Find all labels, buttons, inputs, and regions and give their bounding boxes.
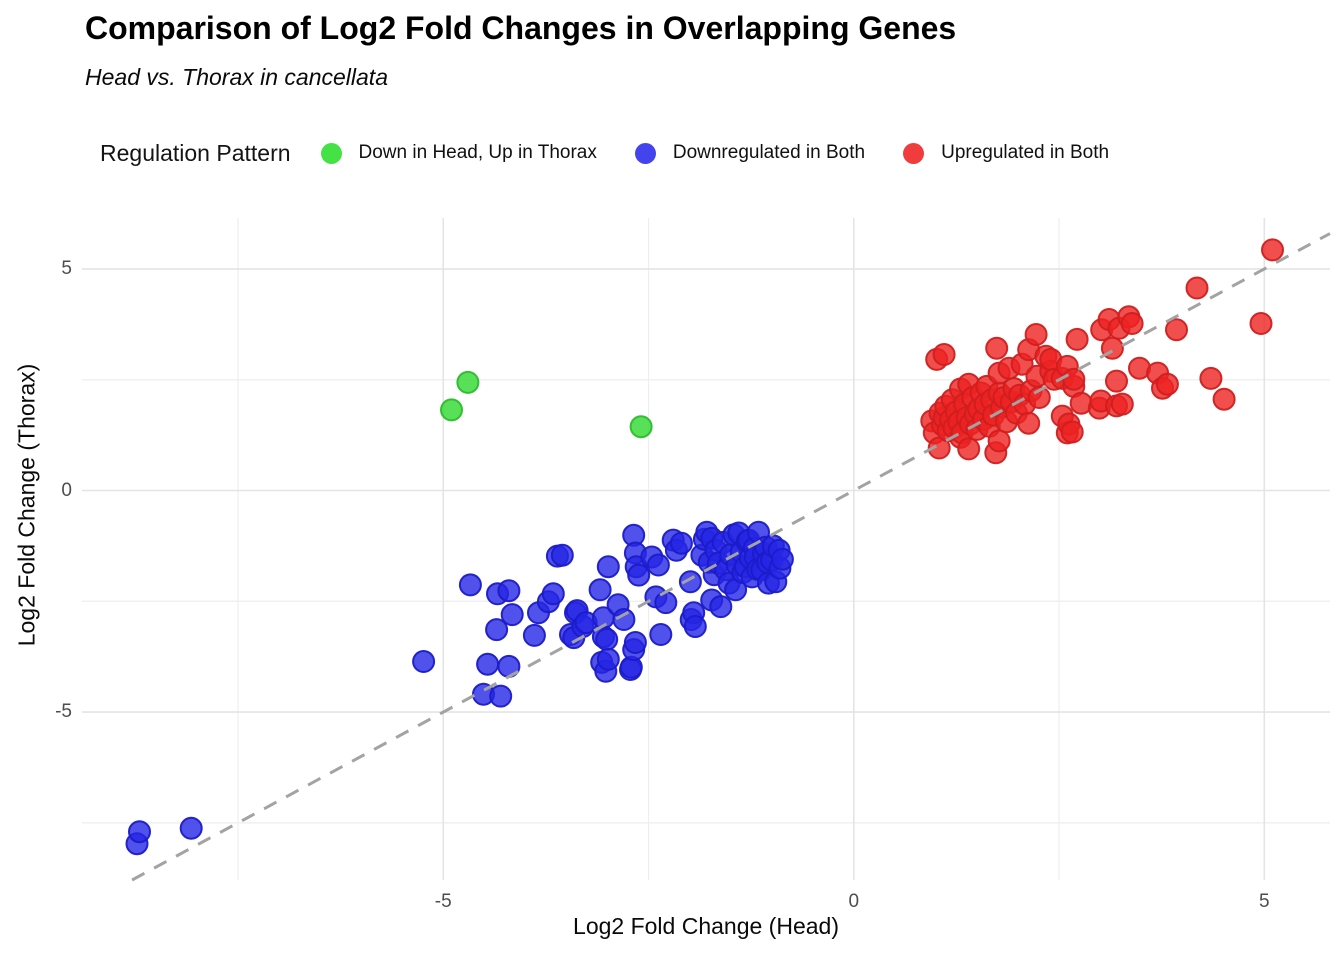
- legend-item-label: Down in Head, Up in Thorax: [358, 142, 597, 163]
- scatter-point-down-in-both: [709, 595, 733, 619]
- scatter-point-down-in-both: [770, 547, 794, 571]
- scatter-point-down-in-both: [522, 623, 546, 647]
- legend: Regulation Pattern Down in Head, Up in T…: [100, 134, 1147, 172]
- legend-color-dot-icon: [634, 142, 656, 164]
- scatter-point-up-in-both: [1199, 366, 1223, 390]
- y-axis-title: Log2 Fold Change (Thorax): [13, 363, 40, 647]
- scatter-point-down-in-both: [550, 543, 574, 567]
- scatter-point-down-in-both: [596, 555, 620, 579]
- x-tick-label: 5: [1259, 891, 1270, 912]
- scatter-point-up-in-both: [932, 343, 956, 366]
- legend-item-label: Downregulated in Both: [672, 142, 866, 163]
- legend-item: Downregulated in Both: [634, 142, 866, 164]
- scatter-point-up-in-both: [1062, 367, 1086, 391]
- x-axis-title: Log2 Fold Change (Head): [573, 913, 839, 939]
- scatter-point-up-in-both: [1060, 420, 1084, 444]
- scatter-point-down-in-both: [541, 582, 565, 606]
- y-tick-label: 5: [61, 257, 72, 279]
- scatter-point-down-in-both: [588, 578, 612, 602]
- scatter-point-down-in-both: [485, 618, 509, 642]
- scatter-point-up-in-both: [957, 437, 981, 461]
- scatter-point-up-in-both: [987, 429, 1011, 453]
- scatter-point-up-in-both: [1105, 369, 1128, 393]
- chart-title: Comparison of Log2 Fold Changes in Overl…: [85, 10, 957, 46]
- scatter-point-up-in-both: [1185, 276, 1209, 300]
- legend-color-dot-icon: [320, 142, 342, 164]
- scatter-point-up-in-both: [1024, 323, 1048, 346]
- scatter-point-down-in-both: [649, 623, 673, 646]
- identity-line: [131, 232, 1331, 882]
- scatter-point-up-in-both: [1212, 387, 1236, 411]
- scatter-point-down-in-both: [497, 579, 521, 603]
- scatter-point-up-in-both: [1261, 238, 1284, 262]
- scatter-point-down-in-both: [654, 591, 678, 615]
- scatter-point-down-in-both: [627, 563, 651, 587]
- y-tick-label: -5: [55, 701, 72, 723]
- scatter-point-down-in-both: [669, 531, 693, 555]
- scatter-point-down-in-both: [412, 650, 436, 673]
- scatter-point-down-head-up-thorax: [629, 415, 653, 439]
- scatter-point-down-in-both: [683, 615, 707, 638]
- scatter-point-up-in-both: [1065, 327, 1089, 351]
- x-tick-label: 0: [848, 891, 860, 912]
- scatter-point-down-in-both: [623, 631, 647, 654]
- y-tick-label: 0: [61, 479, 72, 501]
- scatter-point-down-in-both: [612, 608, 636, 631]
- legend-color-dot-icon: [903, 142, 925, 164]
- scatter-point-up-in-both: [1017, 411, 1041, 435]
- scatter-point-down-in-both: [476, 652, 500, 676]
- scatter-point-down-in-both: [646, 553, 670, 577]
- scatter-point-down-in-both: [595, 627, 619, 651]
- scatter-point-down-in-both: [678, 570, 702, 594]
- scatter-point-up-in-both: [1249, 312, 1273, 335]
- scatter-point-down-in-both: [500, 603, 524, 627]
- scatter-point-up-in-both: [1155, 372, 1179, 396]
- x-tick-label: -5: [434, 891, 452, 912]
- scatter-point-up-in-both: [1120, 312, 1144, 335]
- scatter-point-down-in-both: [489, 684, 513, 708]
- chart-subtitle: Head vs. Thorax in cancellata: [85, 64, 388, 90]
- legend-item: Down in Head, Up in Thorax: [320, 142, 597, 164]
- scatter-point-down-head-up-thorax: [456, 370, 480, 394]
- legend-items: Down in Head, Up in Thorax Downregulated …: [320, 142, 1148, 164]
- scatter-point-down-in-both: [596, 647, 620, 671]
- scatter-point-down-in-both: [458, 573, 482, 597]
- legend-title: Regulation Pattern: [100, 139, 291, 166]
- scatter-point-up-in-both: [1165, 318, 1188, 342]
- scatter-point-up-in-both: [1110, 392, 1134, 416]
- scatter-point-up-in-both: [985, 336, 1009, 360]
- legend-item-label: Upregulated in Both: [941, 142, 1110, 163]
- legend-item: Upregulated in Both: [903, 142, 1109, 164]
- scatter-point-down-in-both: [128, 820, 151, 844]
- scatter-point-down-head-up-thorax: [440, 398, 463, 422]
- scatter-point-down-in-both: [179, 816, 203, 840]
